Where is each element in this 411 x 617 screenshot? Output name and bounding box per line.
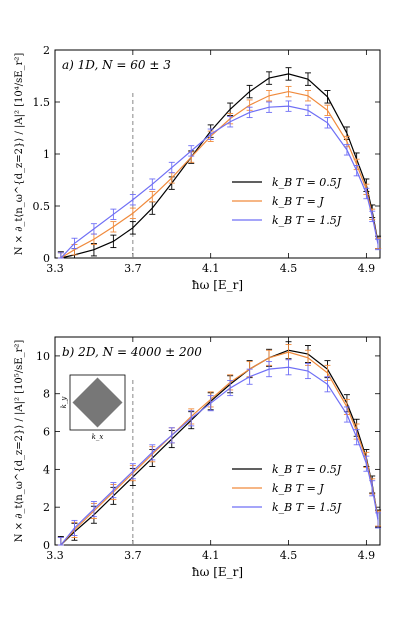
x-tick-label: 4.5: [280, 549, 298, 562]
legend-label: k_B T = 0.5J: [272, 463, 342, 476]
brillouin-zone-inset: k_x k_y: [60, 374, 126, 441]
x-tick-label: 4.9: [358, 262, 376, 275]
y-tick-label: 1.5: [33, 96, 51, 109]
inset-diamond: [72, 377, 123, 428]
panel-label: b) 2D, N = 4000 ± 200: [62, 345, 202, 359]
series-line: [60, 366, 379, 546]
plot-frame: [54, 336, 381, 546]
chart-panel-b: 3.3 3.7 4.1 4.5 4.9 0 2 4 6 8 10 k_B T = 0.5J k_B T …: [14, 336, 382, 579]
legend-label: k_B T = 1.5J: [272, 214, 342, 227]
y-axis-label: N × ∂_t⟨n_ω^{d_z=2}⟩ / |A|² [10⁵/sE_r²]: [14, 340, 25, 543]
series-1: [57, 85, 382, 259]
y-tick-label: 2: [43, 501, 50, 514]
legend-label: k_B T = 1.5J: [272, 501, 342, 514]
x-axis-label: ħω [E_r]: [192, 278, 243, 292]
x-tick-label: 4.9: [358, 549, 376, 562]
series-0: [57, 67, 382, 259]
y-tick-label: 10: [36, 350, 50, 363]
inset-x-label: k_x: [92, 433, 104, 441]
panel-label: a) 1D, N = 60 ± 3: [62, 58, 171, 72]
y-tick-label: 0: [43, 539, 50, 552]
chart-panel-a: 3.3 3.7 4.1 4.5 4.9 0 0.5 1 1.5 2 k_B T = 0.5J k_B …: [14, 44, 382, 292]
x-tick-label: 4.1: [202, 549, 220, 562]
series-2: [57, 359, 382, 546]
series-line: [60, 105, 379, 259]
x-tick-label: 3.7: [124, 262, 142, 275]
series-0: [57, 341, 382, 546]
x-axis-label: ħω [E_r]: [192, 565, 243, 579]
x-tick-label: 3.7: [124, 549, 142, 562]
x-tick-label: 4.5: [280, 262, 298, 275]
inset-y-label: k_y: [60, 396, 68, 409]
y-axis-label: N × ∂_t⟨n_ω^{d_z=2}⟩ / |A|² [10⁴/sE_r²]: [14, 53, 25, 256]
x-tick-label: 3.3: [46, 262, 64, 275]
series-2: [57, 100, 382, 259]
y-tick-label: 0.5: [33, 200, 51, 213]
y-tick-label: 6: [43, 426, 50, 439]
series-line: [60, 73, 379, 259]
legend-label: k_B T = 0.5J: [272, 176, 342, 189]
y-tick-label: 1: [43, 148, 50, 161]
series-line: [60, 351, 379, 546]
y-tick-label: 2: [43, 44, 50, 57]
x-tick-label: 4.1: [202, 262, 220, 275]
y-tick-label: 0: [43, 252, 50, 265]
y-tick-label: 8: [43, 388, 50, 401]
legend-label: k_B T = J: [272, 482, 324, 495]
x-tick-label: 3.3: [46, 549, 64, 562]
y-tick-label: 4: [43, 463, 50, 476]
legend-label: k_B T = J: [272, 195, 324, 208]
series-line: [60, 90, 379, 259]
